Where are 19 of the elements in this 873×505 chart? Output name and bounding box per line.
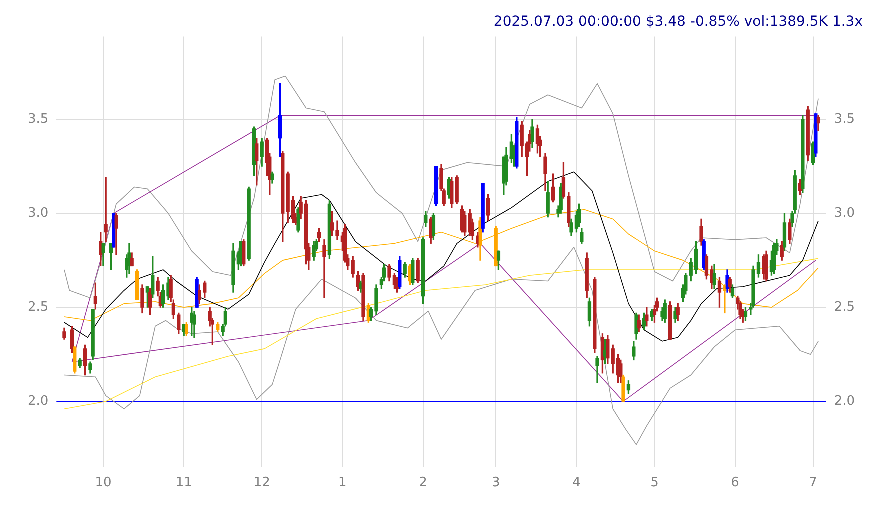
x-tick-label: 4 xyxy=(572,476,581,491)
x-tick-label: 5 xyxy=(650,476,659,491)
x-tick-label: 10 xyxy=(95,476,112,491)
x-tick-label: 12 xyxy=(254,476,270,491)
x-tick-label: 1 xyxy=(338,476,347,491)
y2-tick-label: 3.5 xyxy=(834,112,856,127)
y-tick-label: 3.0 xyxy=(28,206,49,221)
x-tick-label: 3 xyxy=(492,476,500,491)
x-tick-label: 2 xyxy=(419,476,428,491)
chart-title: 2025.07.03 00:00:00 $3.48 -0.85% vol:1389.5K 1.3x xyxy=(494,14,863,30)
y-tick-label: 2.5 xyxy=(28,300,49,315)
x-tick-label: 11 xyxy=(176,476,192,491)
x-tick-label: 7 xyxy=(809,476,818,491)
y-tick-label: 3.5 xyxy=(28,112,49,127)
y2-tick-label: 2.0 xyxy=(834,394,856,409)
x-tick-label: 6 xyxy=(731,476,740,491)
y2-tick-label: 3.0 xyxy=(834,206,856,221)
y-tick-label: 2.0 xyxy=(28,394,49,409)
y2-tick-label: 2.5 xyxy=(834,300,856,315)
